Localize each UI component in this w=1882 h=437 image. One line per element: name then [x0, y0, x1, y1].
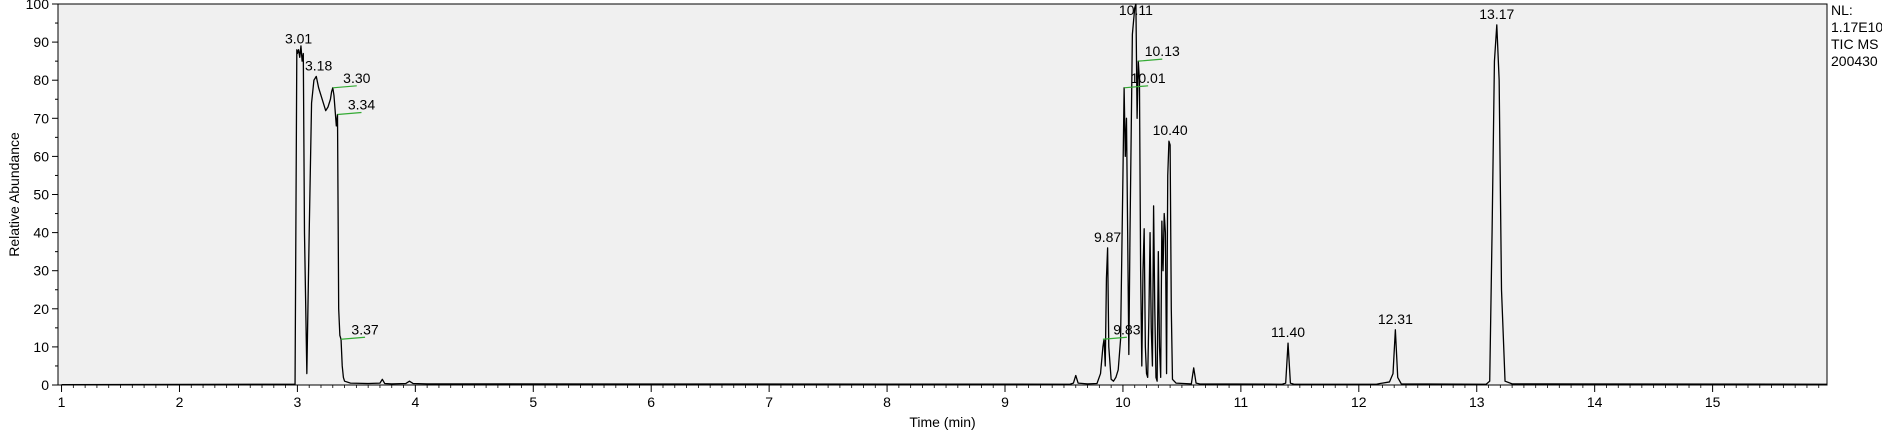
peak-label: 3.18 — [305, 57, 332, 73]
x-tick-labels: 1 2 3 4 5 6 7 8 9 10 11 12 13 14 15 — [58, 394, 1721, 410]
x-tick-label: 5 — [529, 394, 537, 410]
plot-area — [57, 3, 1828, 386]
y-tick-labels: 0 10 20 30 40 50 60 70 80 90 100 — [26, 0, 50, 393]
peak-label: 3.37 — [351, 321, 378, 337]
x-tick-label: 1 — [58, 394, 66, 410]
x-tick-label: 15 — [1705, 394, 1721, 410]
x-tick-label: 2 — [176, 394, 184, 410]
info-line-value: 1.17E10 — [1831, 19, 1882, 35]
peak-label: 12.31 — [1378, 311, 1413, 327]
peak-label: 11.40 — [1271, 324, 1305, 340]
y-tick-label: 60 — [33, 148, 49, 164]
x-tick-label: 9 — [1001, 394, 1009, 410]
y-tick-label: 30 — [33, 263, 49, 279]
peak-marker — [332, 85, 357, 89]
peak-label: 10.01 — [1131, 70, 1166, 86]
x-tick-label: 11 — [1234, 394, 1249, 410]
x-tick-label: 6 — [647, 394, 655, 410]
y-tick-label: 100 — [26, 0, 50, 12]
x-axis-title: Time (min) — [909, 414, 975, 430]
x-tick-label: 3 — [294, 394, 302, 410]
y-tick-label: 20 — [33, 301, 49, 317]
axis-ticks — [52, 3, 1820, 392]
y-axis-title: Relative Abundance — [6, 132, 22, 257]
peak-label: 13.17 — [1479, 6, 1514, 22]
peak-marker — [1124, 85, 1149, 89]
peak-label: 10.40 — [1153, 122, 1188, 138]
peak-labels: 3.01 3.18 3.30 3.34 3.37 9.83 9.87 10.01 10.11 10… — [285, 2, 1515, 340]
peak-label: 9.83 — [1113, 321, 1140, 337]
y-tick-label: 70 — [33, 110, 49, 126]
info-line-scan: TIC MS — [1831, 36, 1878, 52]
peak-marker — [340, 336, 366, 340]
x-tick-label: 8 — [883, 394, 891, 410]
peak-label: 9.87 — [1094, 229, 1121, 245]
y-tick-label: 90 — [33, 34, 49, 50]
peak-label: 10.11 — [1119, 2, 1153, 18]
peak-label: 3.01 — [285, 31, 312, 47]
y-tick-label: 40 — [33, 225, 49, 241]
peak-label: 3.34 — [348, 96, 375, 112]
x-tick-label: 7 — [765, 394, 773, 410]
trace-info: NL: 1.17E10 TIC MS 200430 — [1831, 2, 1882, 69]
info-line-id: 200430 — [1831, 53, 1878, 69]
y-tick-label: 0 — [41, 377, 49, 393]
x-tick-label: 12 — [1351, 394, 1367, 410]
peak-marker — [337, 111, 362, 116]
y-tick-label: 50 — [33, 187, 49, 203]
x-tick-label: 13 — [1469, 394, 1485, 410]
peak-markers — [332, 58, 1163, 340]
peak-marker — [1102, 336, 1127, 340]
peak-label: 3.30 — [343, 70, 370, 86]
y-tick-label: 10 — [33, 339, 49, 355]
x-tick-label: 14 — [1587, 394, 1603, 410]
y-tick-label: 80 — [33, 72, 49, 88]
x-tick-label: 10 — [1115, 394, 1131, 410]
peak-marker — [1138, 58, 1163, 62]
peak-label: 10.13 — [1145, 43, 1180, 59]
info-line-nl: NL: — [1831, 2, 1853, 18]
tic-trace — [61, 3, 1828, 386]
x-tick-label: 4 — [411, 394, 419, 410]
